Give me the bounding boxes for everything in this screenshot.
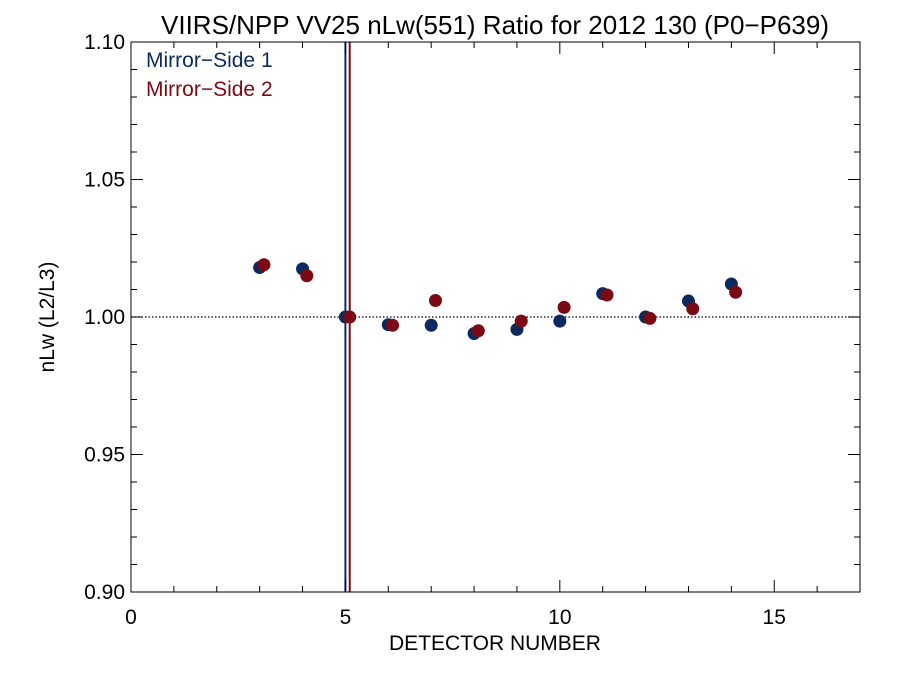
mirror-side-1-point — [424, 318, 438, 332]
mirror-side-2-point — [557, 300, 571, 314]
y-axis-label: nLw (L2/L3) — [36, 262, 59, 373]
y-tick-label: 0.90 — [84, 581, 125, 604]
y-tick-label: 1.10 — [84, 31, 125, 54]
mirror-side-2-point — [257, 258, 271, 272]
legend-entry-mirror-side-2: Mirror−Side 2 — [146, 78, 273, 101]
mirror-side-2-point — [729, 285, 743, 299]
plot-area — [131, 42, 860, 592]
x-tick-label: 10 — [548, 606, 571, 629]
x-tick-label: 5 — [340, 606, 352, 629]
x-axis: 0 5 10 15 — [125, 42, 861, 629]
y-tick-label: 1.05 — [84, 169, 125, 192]
x-tick-label: 15 — [763, 606, 786, 629]
mirror-side-2-point — [428, 294, 442, 307]
mirror-side-2-point — [300, 269, 314, 283]
chart-title: VIIRS/NPP VV25 nLw(551) Ratio for 2012 1… — [161, 10, 829, 40]
x-axis-label: DETECTOR NUMBER — [389, 632, 601, 655]
y-axis: 0.90 0.95 1.00 1.05 1.10 — [84, 31, 860, 604]
mirror-side-2-point — [600, 288, 614, 302]
legend: Mirror−Side 1 Mirror−Side 2 — [146, 49, 273, 101]
x-tick-label: 0 — [125, 606, 137, 629]
mirror-side-2-point — [514, 314, 528, 328]
mirror-side-2-point — [643, 311, 657, 325]
y-tick-label: 0.95 — [84, 444, 125, 467]
mirror-side-2-point — [686, 302, 700, 316]
mirror-side-2-point — [343, 310, 357, 324]
mirror-side-1-point — [553, 314, 567, 328]
mirror-side-2-point — [471, 324, 485, 338]
legend-entry-mirror-side-1: Mirror−Side 1 — [146, 49, 273, 72]
y-tick-label: 1.00 — [84, 306, 125, 329]
mirror-side-2-point — [386, 318, 400, 332]
